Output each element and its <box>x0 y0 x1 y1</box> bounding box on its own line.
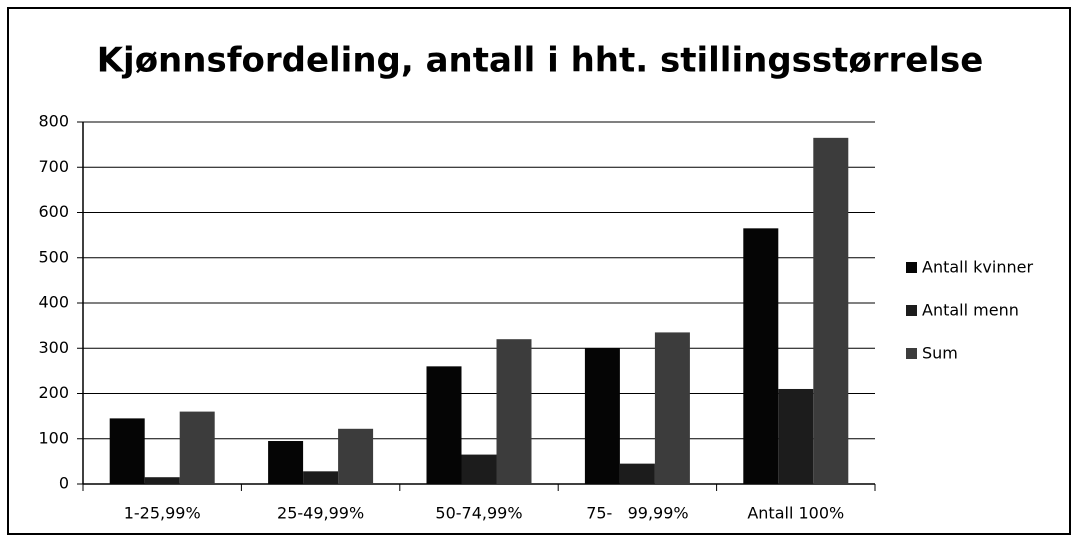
bar <box>619 463 655 484</box>
bar <box>743 228 779 484</box>
x-tick-label: 75- 99,99% <box>586 504 688 523</box>
bar <box>303 471 339 484</box>
bar <box>496 339 532 484</box>
y-tick-label: 500 <box>38 247 69 266</box>
bar <box>179 411 215 484</box>
x-tick-label: 50-74,99% <box>435 504 522 523</box>
y-tick-label: 800 <box>38 112 69 131</box>
chart-title: Kjønnsfordeling, antall i hht. stillings… <box>97 41 984 81</box>
y-tick-label: 100 <box>38 428 69 447</box>
legend-swatch <box>906 305 917 316</box>
y-tick-label: 700 <box>38 157 69 176</box>
bar <box>338 428 374 484</box>
bar <box>144 477 180 484</box>
bar <box>778 388 814 484</box>
y-tick-label: 600 <box>38 202 69 221</box>
y-tick-label: 200 <box>38 383 69 402</box>
bar <box>109 418 145 484</box>
y-tick-label: 300 <box>38 338 69 357</box>
legend-label: Sum <box>922 344 958 363</box>
bar <box>268 441 304 484</box>
legend-swatch <box>906 348 917 359</box>
x-tick-label: 25-49,99% <box>277 504 364 523</box>
bar <box>654 332 690 484</box>
legend-swatch <box>906 262 917 273</box>
legend-label: Antall kvinner <box>922 258 1033 277</box>
legend-label: Antall menn <box>922 301 1019 320</box>
y-tick-label: 0 <box>59 474 69 493</box>
bar <box>426 366 462 484</box>
bar <box>584 348 620 484</box>
y-tick-label: 400 <box>38 293 69 312</box>
bar <box>461 454 497 484</box>
x-tick-label: 1-25,99% <box>124 504 201 523</box>
x-tick-label: Antall 100% <box>747 504 844 523</box>
bar <box>813 137 849 484</box>
